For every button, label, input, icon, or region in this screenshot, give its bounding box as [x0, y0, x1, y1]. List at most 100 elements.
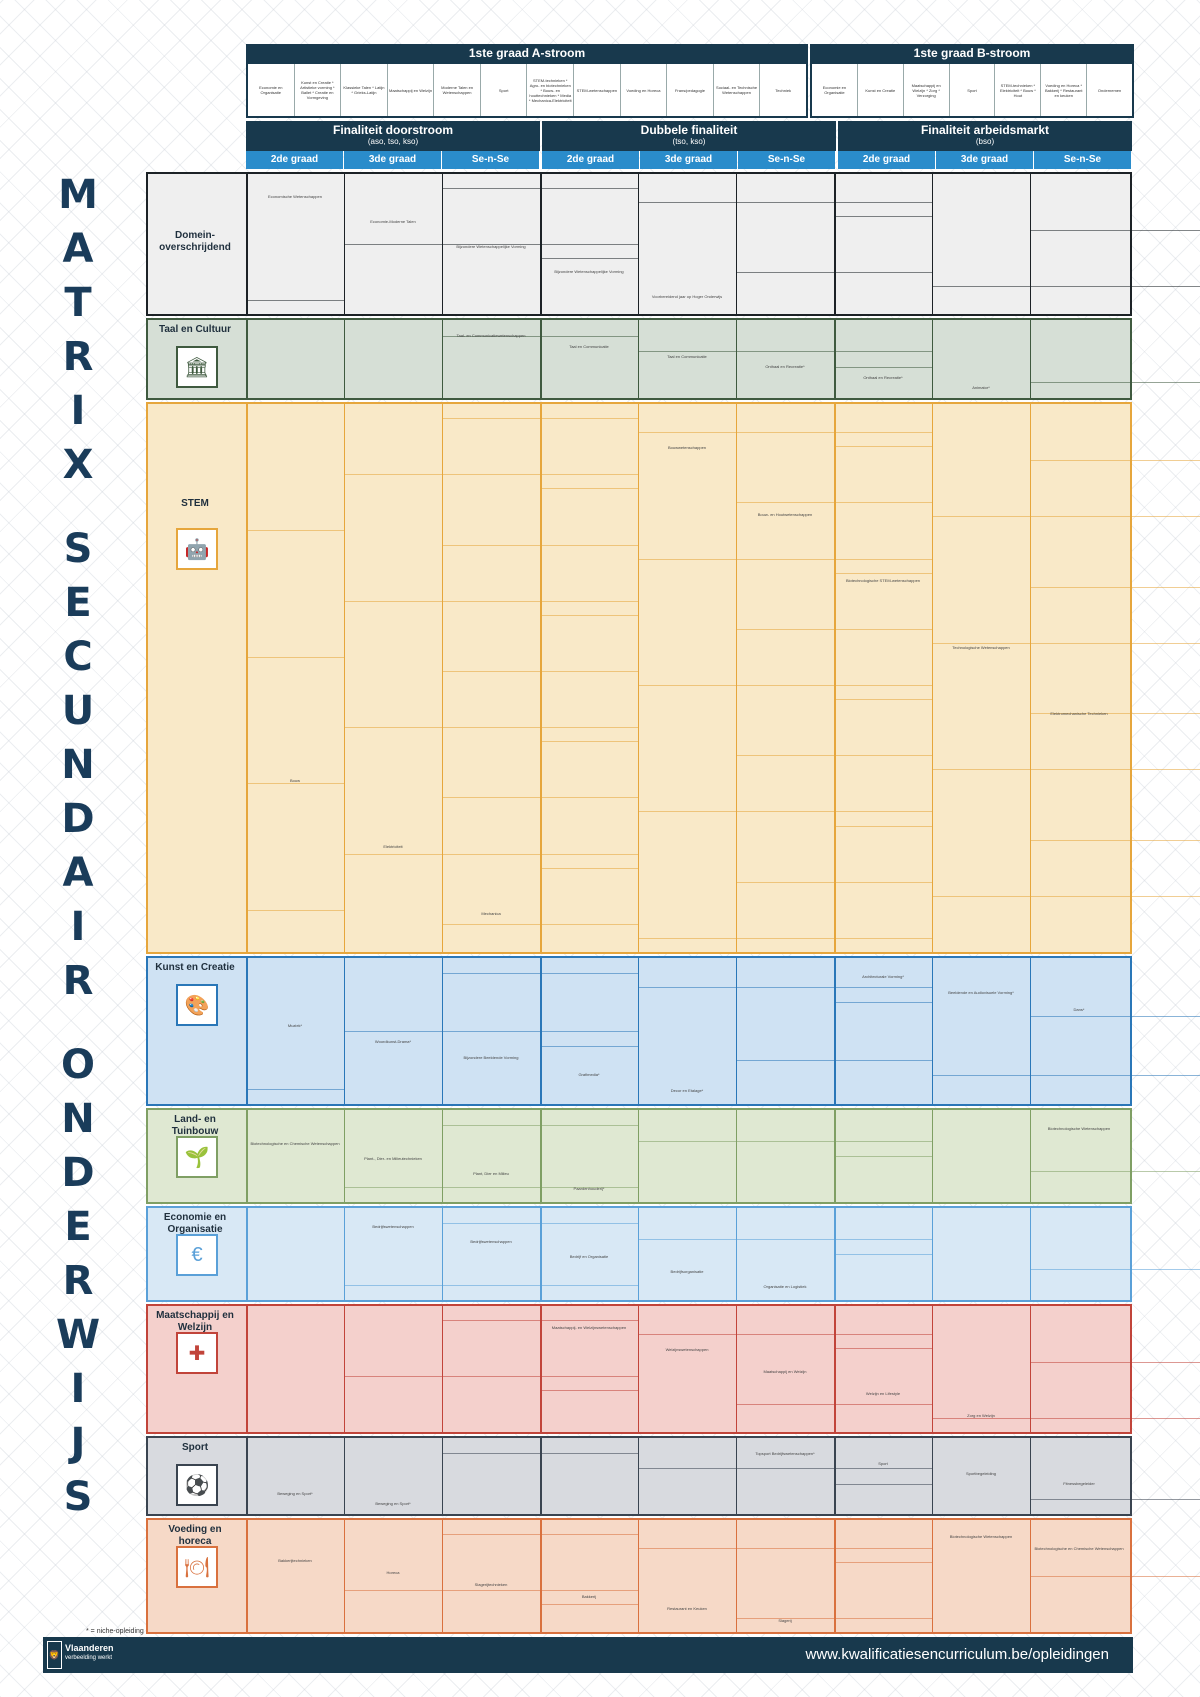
- grid-column: [344, 1306, 345, 1432]
- domain-label: Land- en Tuinbouw: [171, 1114, 219, 1137]
- grid-column: [638, 174, 639, 314]
- grid-line: [736, 882, 932, 883]
- stream-item: Economie en Organisatie: [248, 64, 295, 116]
- grid-column: [638, 1306, 639, 1432]
- grid-line: [246, 657, 344, 658]
- domain-row: Sport ⚽ Topsport Bedrijfswetenschappen* Spo…: [146, 1436, 1200, 1516]
- grid-line: [344, 601, 638, 602]
- program-cell: Economische Wetenschappen: [268, 194, 322, 199]
- grid-column: [638, 1438, 639, 1514]
- program-cell: Decor en Etalage*: [670, 1088, 704, 1093]
- grid-line: [1030, 840, 1200, 841]
- grid-line: [932, 643, 1200, 644]
- title-letter: J: [70, 1420, 86, 1466]
- grid-line: [834, 1254, 932, 1255]
- domain-label: Economie en Organisatie: [163, 1212, 227, 1235]
- grade-header: 2de graad: [542, 151, 639, 169]
- stream-item: Voeding en Horeca * Bakkerij * Restauran…: [1041, 64, 1088, 116]
- grid-column: [344, 1208, 345, 1300]
- grid-line: [246, 530, 344, 531]
- domain-row: Economie en Organisatie € Bedrijfswetensch…: [146, 1206, 1200, 1302]
- grid-line: [344, 1187, 638, 1188]
- program-cell: Taal en Communicatie: [569, 344, 609, 349]
- grid-column: [442, 1208, 443, 1300]
- program-cell: Organisatie en Logistiek: [763, 1284, 807, 1289]
- grid-line: [834, 826, 932, 827]
- grid-column: [540, 1438, 542, 1514]
- grid-column: [344, 404, 345, 952]
- grid-column: [442, 404, 443, 952]
- grid-line: [1030, 1016, 1200, 1017]
- grade-header: 2de graad: [838, 151, 935, 169]
- stream-item: Sociaal- en Technische Wetenschappen: [714, 64, 761, 116]
- title-letter: D: [61, 796, 95, 842]
- title-letter: T: [64, 280, 92, 326]
- grid-line: [638, 351, 932, 352]
- program-cell: Sport: [878, 1461, 888, 1466]
- program-cell: Fitnessbegeleider: [1063, 1481, 1095, 1486]
- program-cell: Bijzondere Beeldende Vorming: [463, 1055, 519, 1060]
- grid-line: [932, 1075, 1200, 1076]
- program-cell: Slagerij: [778, 1618, 792, 1623]
- grid-column: [932, 1438, 933, 1514]
- domain-label: STEM: [181, 498, 209, 509]
- program-cell: Taal- en Communicatiewetenschappen: [456, 333, 526, 338]
- grid-line: [442, 418, 638, 419]
- grid-line: [736, 502, 932, 503]
- finaliteit-title: Finaliteit doorstroom: [333, 123, 453, 137]
- grid-line: [442, 1453, 638, 1454]
- program-cell: Architecturale Vorming*: [862, 974, 904, 979]
- grid-line: [540, 1046, 638, 1047]
- title-letter: E: [64, 580, 92, 626]
- grid-line: [834, 216, 932, 217]
- grid-line: [736, 1404, 932, 1405]
- footer-brand: Vlaanderen: [65, 1643, 114, 1653]
- program-cell: Topsport Bedrijfswetenschappen*: [755, 1451, 815, 1456]
- program-cell: Onthaal en Recreatie*: [765, 364, 805, 369]
- program-cell: Onthaal en Recreatie*: [863, 375, 903, 380]
- grid-column: [736, 1306, 737, 1432]
- program-cell: Restaurant en Keuken: [667, 1606, 707, 1611]
- grid-line: [442, 336, 638, 337]
- footer-url[interactable]: www.kwalificatiesencurriculum.be/opleidi…: [805, 1646, 1109, 1663]
- grid-line: [442, 188, 638, 189]
- domain-row: Taal en Cultuur 🏛 Taal- en Communicatiewet…: [146, 318, 1200, 400]
- grid-column: [638, 1110, 639, 1202]
- program-cell: Elektriciteit: [383, 844, 403, 849]
- title-letter: R: [62, 334, 94, 380]
- grid-line: [1030, 1171, 1200, 1172]
- program-cell: Economie-Moderne Talen: [370, 219, 416, 224]
- grid-column: [932, 958, 933, 1104]
- title-letter: M: [58, 172, 98, 218]
- grid-column: [1030, 404, 1031, 952]
- grid-column: [638, 958, 639, 1104]
- grade-header: 3de graad: [936, 151, 1033, 169]
- grid-column: [540, 1110, 542, 1202]
- stream-item: Klassieke Talen * Latijn * Grieks-Latijn: [341, 64, 388, 116]
- stream-item: Sport: [481, 64, 528, 116]
- grid-column: [442, 1110, 443, 1202]
- grid-line: [638, 1334, 932, 1335]
- program-cell: Taal en Communicatie: [667, 354, 707, 359]
- domain-icon: ⚽: [176, 1464, 218, 1506]
- grid-line: [1030, 1269, 1200, 1270]
- program-cell: Paardenhouderij*: [573, 1186, 605, 1191]
- grid-column: [344, 320, 345, 398]
- domain-icon: 🎨: [176, 984, 218, 1026]
- grid-column: [442, 1438, 443, 1514]
- grid-column: [736, 1438, 737, 1514]
- program-cell: Horeca: [386, 1570, 400, 1575]
- grid-column: [736, 958, 737, 1104]
- finaliteit-subtitle: (bso): [975, 137, 995, 146]
- grid-column: [246, 1306, 248, 1432]
- grid-column: [736, 320, 737, 398]
- domain-row: Voeding en horeca 🍽 Biotechnologische Wete…: [146, 1518, 1200, 1634]
- grid-column: [638, 1520, 639, 1632]
- grid-line: [736, 1060, 932, 1061]
- title-letter: C: [63, 634, 93, 680]
- domain-row: Land- en Tuinbouw 🌱 Biotechnologische Wete…: [146, 1108, 1200, 1204]
- grid-column: [932, 1306, 933, 1432]
- title-letter: X: [62, 442, 94, 488]
- grid-line: [442, 1125, 638, 1126]
- grid-line: [1030, 382, 1200, 383]
